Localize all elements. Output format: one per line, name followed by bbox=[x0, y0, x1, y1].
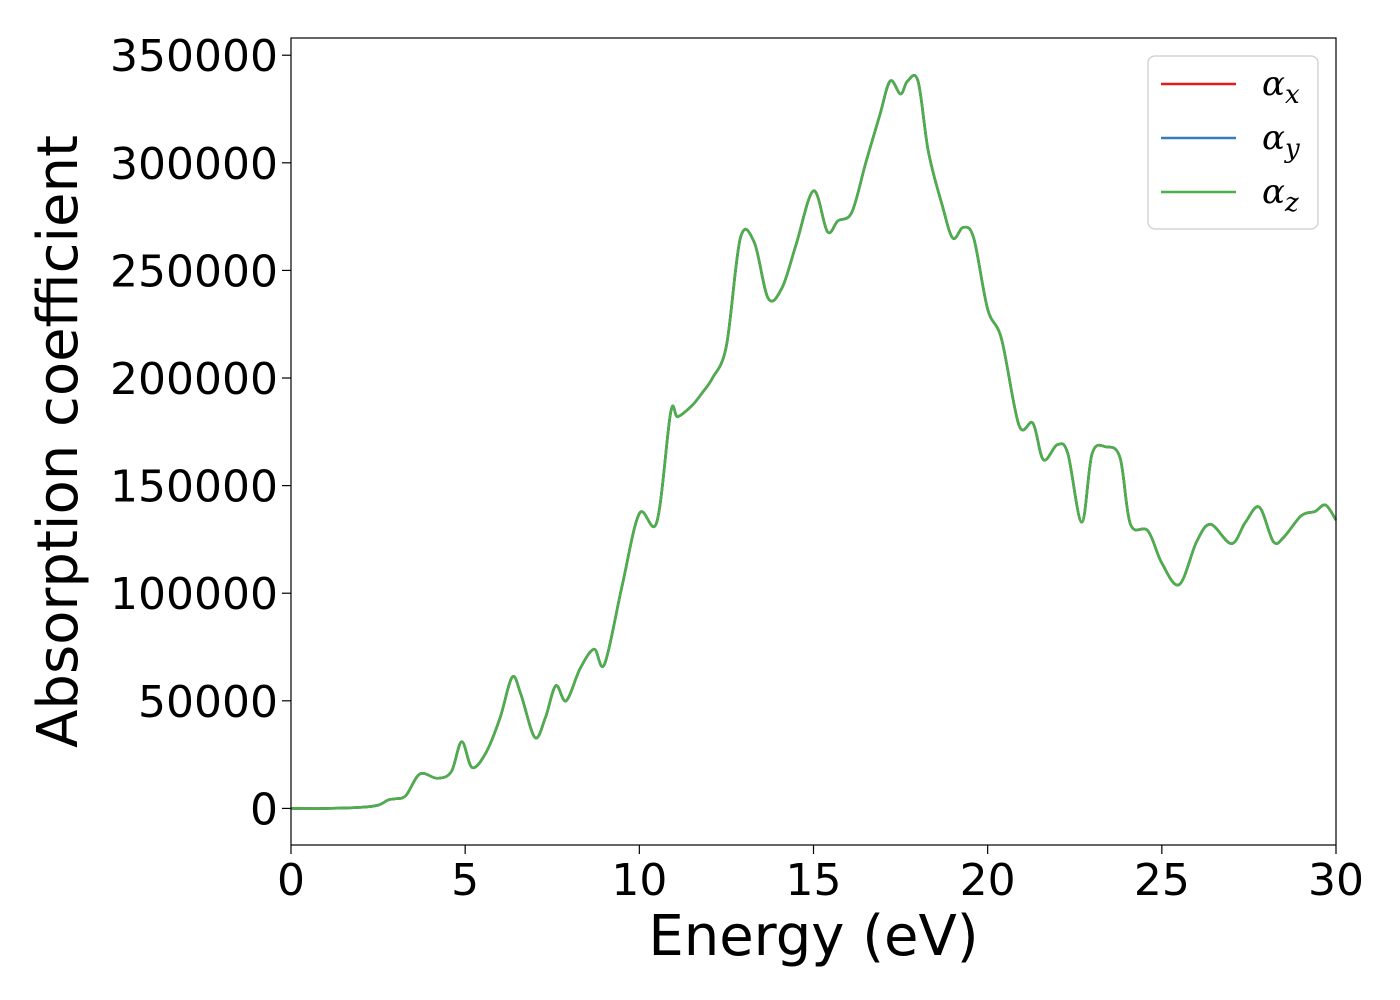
series-line-z bbox=[290, 73, 1338, 810]
x-axis: 0 5 10 15 20 25 30 bbox=[277, 845, 1364, 906]
y-tick-label: 50000 bbox=[138, 677, 278, 728]
x-tick-label: 0 bbox=[277, 855, 305, 906]
series-layer bbox=[290, 73, 1338, 810]
y-tick-label: 250000 bbox=[110, 246, 278, 297]
y-tick-label: 0 bbox=[250, 784, 278, 835]
y-tick-label: 100000 bbox=[110, 569, 278, 620]
y-tick-label: 200000 bbox=[110, 354, 278, 405]
y-tick-label: 300000 bbox=[110, 139, 278, 190]
x-axis-label: Energy (eV) bbox=[648, 904, 978, 969]
legend-label-y: αy bbox=[1262, 118, 1300, 164]
x-tick-label: 10 bbox=[611, 855, 667, 906]
y-tick-label: 150000 bbox=[110, 462, 278, 513]
y-axis-label: Absorption coefficient bbox=[26, 135, 91, 748]
legend: αx αy αz bbox=[1147, 55, 1319, 230]
legend-box bbox=[1147, 55, 1319, 230]
x-tick-label: 20 bbox=[960, 855, 1016, 906]
legend-label-x: αx bbox=[1262, 64, 1300, 110]
legend-label-z: αz bbox=[1262, 172, 1299, 218]
y-axis: 0 50000 100000 150000 200000 250000 300000 3500… bbox=[110, 31, 291, 835]
x-tick-label: 25 bbox=[1134, 855, 1190, 906]
x-tick-label: 15 bbox=[786, 855, 842, 906]
y-tick-label: 350000 bbox=[110, 31, 278, 82]
x-tick-label: 5 bbox=[451, 855, 479, 906]
x-tick-label: 30 bbox=[1308, 855, 1364, 906]
